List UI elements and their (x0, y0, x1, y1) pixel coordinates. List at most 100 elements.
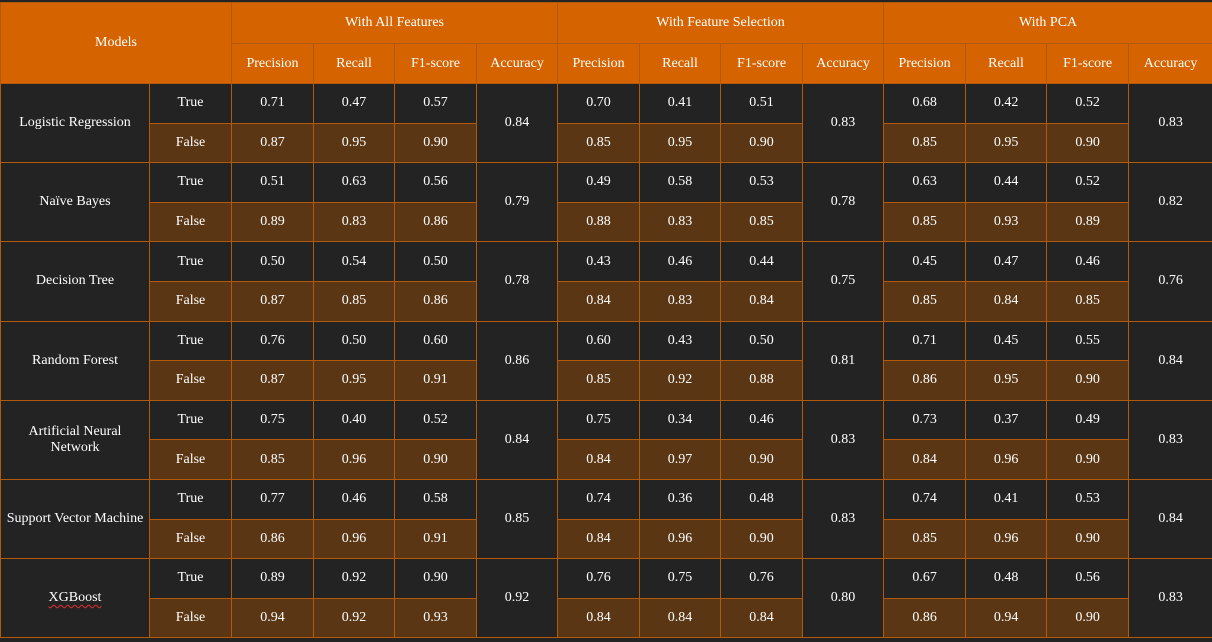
pca-f1-false: 0.85 (1046, 280, 1130, 322)
all-precision-false: 0.87 (231, 122, 314, 164)
pca-accuracy: 0.84 (1128, 320, 1212, 401)
pca-f1-false: 0.90 (1046, 360, 1130, 401)
pca-recall-true: 0.47 (965, 241, 1048, 282)
pca-accuracy: 0.83 (1128, 82, 1212, 164)
table-row: Naïve Bayes True 0.51 0.63 0.56 0.79 0.49 0.58 0… (0, 162, 1212, 243)
pca-f1-false: 0.90 (1046, 518, 1130, 560)
class-label-true: True (149, 478, 232, 520)
class-label-false: False (149, 122, 232, 164)
pca-precision-false: 0.85 (883, 201, 967, 243)
fs-recall-true: 0.75 (639, 558, 722, 599)
all-recall-false: 0.95 (313, 360, 395, 401)
pca-accuracy: 0.82 (1128, 162, 1212, 243)
pca-f1-false: 0.90 (1046, 597, 1130, 639)
pca-precision-false: 0.84 (883, 439, 967, 480)
all-f1-false: 0.90 (394, 439, 477, 480)
pca-f1-true: 0.53 (1046, 478, 1130, 520)
model-name: Artificial Neural Network (0, 399, 150, 480)
pca-precision-false: 0.85 (883, 518, 967, 560)
all-precision-true: 0.76 (231, 320, 314, 362)
fs-f1-false: 0.88 (720, 360, 804, 401)
all-recall-true: 0.46 (313, 478, 395, 520)
fs-recall-false: 0.83 (639, 201, 722, 243)
fs-precision-true: 0.60 (557, 320, 641, 362)
fs-precision-false: 0.88 (557, 201, 641, 243)
fs-accuracy: 0.80 (802, 558, 885, 639)
metric-header-recall: Recall (313, 43, 395, 84)
fs-accuracy: 0.83 (802, 478, 885, 560)
fs-precision-true: 0.74 (557, 478, 641, 520)
fs-precision-false: 0.84 (557, 518, 641, 560)
all-f1-false: 0.86 (394, 280, 477, 322)
fs-recall-false: 0.92 (639, 360, 722, 401)
fs-precision-true: 0.49 (557, 162, 641, 203)
fs-f1-false: 0.90 (720, 518, 804, 560)
pca-accuracy: 0.83 (1128, 558, 1212, 639)
all-accuracy: 0.85 (475, 478, 559, 560)
table-row: XGBoost True 0.89 0.92 0.90 0.92 0.76 0.75 0.76 0… (0, 558, 1212, 639)
pca-precision-false: 0.85 (883, 280, 967, 322)
fs-f1-false: 0.90 (720, 439, 804, 480)
model-name: XGBoost (0, 558, 150, 639)
pca-precision-true: 0.63 (883, 162, 967, 203)
table-row: Support Vector Machine True 0.77 0.46 0.58 0.… (0, 478, 1212, 560)
metric-header-recall: Recall (965, 43, 1048, 84)
all-recall-false: 0.83 (313, 201, 395, 243)
fs-precision-false: 0.85 (557, 360, 641, 401)
pca-f1-true: 0.56 (1046, 558, 1130, 599)
models-header: Models (0, 2, 232, 84)
pca-precision-false: 0.86 (883, 597, 967, 639)
fs-accuracy: 0.83 (802, 399, 885, 480)
all-precision-true: 0.50 (231, 241, 314, 282)
fs-f1-false: 0.90 (720, 122, 804, 164)
table-row: False 0.87 0.95 0.91 0.85 0.92 0.88 0.86 0.95 0.9… (1, 360, 1212, 401)
all-f1-true: 0.52 (394, 399, 477, 441)
table-row: False 0.87 0.95 0.90 0.85 0.95 0.90 0.85 0.95 0.9… (1, 122, 1212, 164)
model-name: Decision Tree (0, 241, 150, 322)
fs-f1-false: 0.85 (720, 201, 804, 243)
class-label-false: False (149, 518, 232, 560)
table-row: Artificial Neural Network True 0.75 0.40 0.5… (0, 399, 1212, 480)
pca-f1-true: 0.49 (1046, 399, 1130, 441)
class-label-true: True (149, 241, 232, 282)
results-body: Logistic Regression True 0.71 0.47 0.57 0.84 0… (0, 82, 1212, 639)
all-f1-true: 0.57 (394, 83, 477, 124)
all-recall-true: 0.50 (313, 320, 395, 362)
all-precision-false: 0.89 (231, 201, 314, 243)
pca-recall-false: 0.94 (965, 597, 1048, 639)
all-recall-false: 0.96 (313, 439, 395, 480)
metric-header-precision: Precision (557, 43, 641, 84)
fs-recall-true: 0.58 (639, 162, 722, 203)
all-f1-false: 0.90 (394, 122, 477, 164)
all-precision-true: 0.71 (231, 83, 314, 124)
fs-recall-false: 0.97 (639, 439, 722, 480)
all-accuracy: 0.84 (475, 399, 559, 480)
all-f1-true: 0.56 (394, 162, 477, 203)
fs-precision-true: 0.43 (557, 241, 641, 282)
pca-recall-true: 0.41 (965, 478, 1048, 520)
pca-precision-false: 0.85 (883, 122, 967, 164)
all-f1-true: 0.58 (394, 478, 477, 520)
model-name: Support Vector Machine (0, 478, 150, 560)
metric-header-f1: F1-score (1046, 43, 1130, 84)
all-recall-false: 0.95 (313, 122, 395, 164)
metric-header-recall: Recall (639, 43, 722, 84)
class-label-false: False (149, 201, 232, 243)
fs-precision-false: 0.84 (557, 439, 641, 480)
pca-recall-false: 0.95 (965, 122, 1048, 164)
pca-f1-true: 0.55 (1046, 320, 1130, 362)
fs-f1-true: 0.48 (720, 478, 804, 520)
pca-precision-true: 0.74 (883, 478, 967, 520)
metric-header-precision: Precision (883, 43, 967, 84)
metric-header-accuracy: Accuracy (475, 43, 559, 84)
class-label-false: False (149, 439, 232, 480)
pca-recall-true: 0.37 (965, 399, 1048, 441)
all-f1-false: 0.91 (394, 518, 477, 560)
all-f1-false: 0.91 (394, 360, 477, 401)
fs-recall-true: 0.43 (639, 320, 722, 362)
all-precision-false: 0.85 (231, 439, 314, 480)
all-f1-true: 0.60 (394, 320, 477, 362)
pca-f1-false: 0.90 (1046, 439, 1130, 480)
pca-f1-false: 0.90 (1046, 122, 1130, 164)
